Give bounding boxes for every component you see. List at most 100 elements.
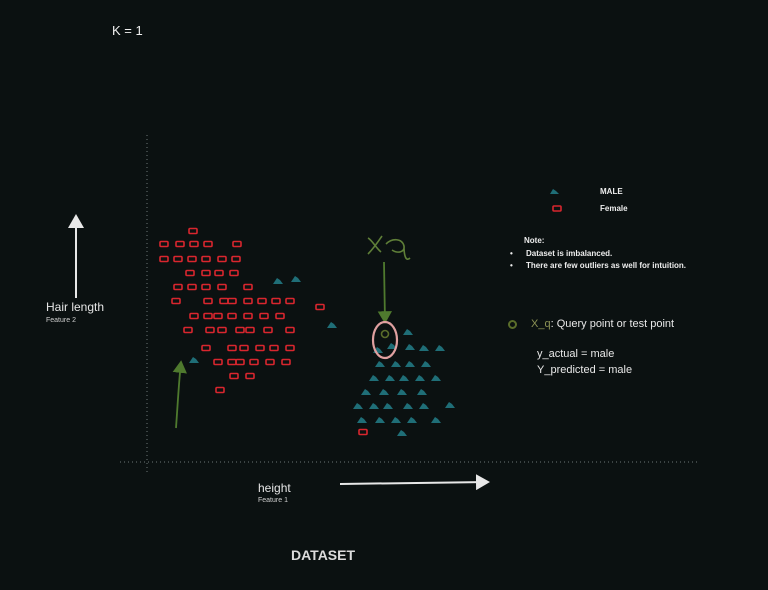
female-point: [213, 312, 223, 320]
query-label-text: : Query point or test point: [550, 318, 675, 330]
male-point: [407, 417, 417, 423]
male-point: [361, 389, 371, 395]
male-point: [369, 403, 379, 409]
male-point: [291, 276, 301, 282]
note-title: Note:: [524, 236, 545, 245]
male-point: [353, 403, 363, 409]
male-point: [385, 375, 395, 381]
male-point: [417, 389, 427, 395]
female-point: [232, 240, 242, 248]
male-point: [431, 375, 441, 381]
female-point: [203, 312, 213, 320]
query-label-prefix: X_q: [531, 318, 551, 330]
female-point: [159, 255, 169, 263]
outlier-arrow-icon: [172, 360, 187, 429]
female-point: [245, 372, 255, 380]
legend-male-label: MALE: [600, 187, 623, 196]
female-point: [203, 297, 213, 305]
male-point: [405, 344, 415, 350]
query-point-icon: [508, 319, 517, 329]
y-axis-label: Hair length: [46, 300, 105, 314]
note-item-text: Dataset is imbalanced.: [526, 249, 613, 258]
female-point: [173, 283, 183, 291]
female-point: [219, 297, 229, 305]
female-point: [249, 358, 259, 366]
note-item: • There are few outliers as well for intu…: [510, 261, 687, 270]
y-axis-sublabel: Feature 2: [46, 317, 76, 324]
male-points: [189, 276, 455, 436]
female-point: [227, 312, 237, 320]
male-point: [391, 417, 401, 423]
male-point: [383, 403, 393, 409]
female-point: [269, 344, 279, 352]
female-points: [159, 227, 368, 436]
female-point: [173, 255, 183, 263]
female-point: [227, 358, 237, 366]
male-point: [391, 361, 401, 367]
male-point: [375, 417, 385, 423]
male-point: [379, 389, 389, 395]
male-point: [403, 329, 413, 335]
female-point: [285, 297, 295, 305]
note-item: • Dataset is imbalanced.: [510, 249, 613, 258]
male-point: [387, 343, 397, 349]
legend-female-marker: [552, 205, 562, 212]
female-point: [229, 269, 239, 277]
y-actual-text: y_actual = male: [537, 348, 615, 360]
male-point: [399, 375, 409, 381]
male-point: [421, 361, 431, 367]
female-point: [188, 227, 198, 235]
female-point: [315, 303, 325, 311]
male-point: [419, 403, 429, 409]
female-point: [358, 428, 368, 436]
male-point: [405, 361, 415, 367]
query-legend-row: X_q: Query point or test point: [508, 318, 674, 330]
x-axis-sublabel: Feature 1: [258, 497, 288, 504]
female-point: [271, 297, 281, 305]
female-point: [201, 269, 211, 277]
female-point: [263, 326, 273, 334]
female-point: [255, 344, 265, 352]
y-predicted-text: Y_predicted = male: [537, 364, 633, 376]
x-axis-label: height: [258, 481, 291, 495]
female-point: [201, 255, 211, 263]
female-point: [214, 269, 224, 277]
female-point: [217, 283, 227, 291]
female-point: [227, 297, 237, 305]
male-point: [357, 417, 367, 423]
female-point: [239, 344, 249, 352]
diagram-caption: DATASET: [291, 547, 356, 563]
male-point: [431, 417, 441, 423]
male-point: [419, 345, 429, 351]
female-point: [275, 312, 285, 320]
female-point: [185, 269, 195, 277]
query-point: [380, 329, 390, 339]
female-point: [259, 312, 269, 320]
female-point: [183, 326, 193, 334]
female-point: [215, 386, 225, 394]
female-point: [159, 240, 169, 248]
male-point: [397, 389, 407, 395]
female-point: [285, 344, 295, 352]
female-point: [187, 283, 197, 291]
female-point: [281, 358, 291, 366]
female-point: [203, 240, 213, 248]
male-point: [397, 430, 407, 436]
male-point: [415, 375, 425, 381]
query-arrow-icon: [377, 261, 393, 324]
female-point: [217, 255, 227, 263]
female-point: [171, 297, 181, 305]
handwritten-xq-icon: [367, 235, 411, 261]
male-point: [189, 357, 199, 363]
female-point: [201, 283, 211, 291]
female-point: [243, 312, 253, 320]
legend-female-label: Female: [600, 204, 628, 213]
male-point: [327, 322, 337, 328]
female-point: [231, 255, 241, 263]
male-point: [369, 375, 379, 381]
query-highlight-ring: [371, 320, 399, 360]
female-point: [175, 240, 185, 248]
female-point: [235, 358, 245, 366]
k-value-label: K = 1: [112, 23, 143, 38]
